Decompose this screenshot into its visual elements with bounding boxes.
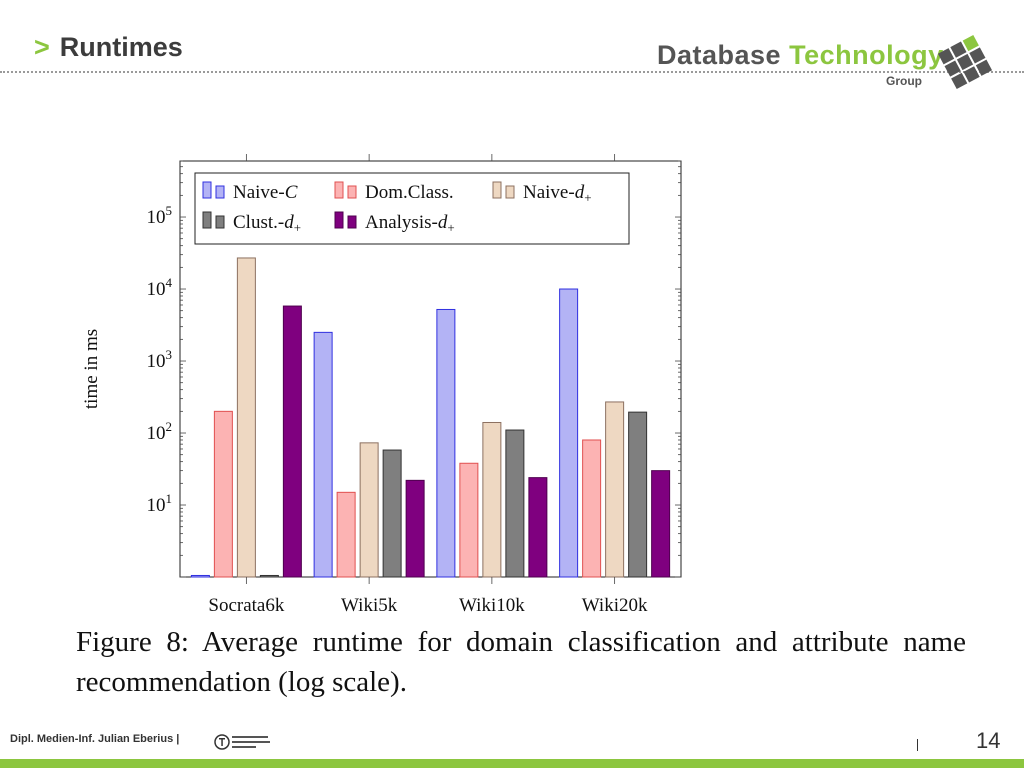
brand-database: Database (657, 40, 782, 70)
bar (436, 308, 456, 578)
bar (236, 257, 256, 578)
bar (336, 491, 356, 578)
plot-frame (179, 160, 682, 578)
x-tick-label: Wiki10k (459, 595, 525, 616)
legend-label: Naive-C (233, 182, 298, 203)
x-tick-label: Socrata6k (208, 595, 284, 616)
runtime-bar-chart: 101 102 103 104 105 time in ms Socrata6k Wiki5k… (81, 154, 682, 616)
bar (482, 421, 502, 578)
x-tick-label: Wiki5k (341, 595, 398, 616)
bar (628, 411, 648, 578)
bar (405, 479, 425, 578)
y-tick-label: 104 (147, 275, 173, 300)
tu-dresden-logo-icon (214, 734, 270, 750)
page-number: 14 (976, 728, 1001, 753)
bar (282, 305, 302, 578)
brand-group: Group (886, 74, 922, 88)
bar (213, 410, 233, 578)
y-axis-label: time in ms (81, 329, 102, 409)
legend-label: Clust.-d+ (233, 212, 301, 235)
footer-author: Dipl. Medien-Inf. Julian Eberius | (10, 733, 180, 745)
x-tick-label: Wiki20k (582, 595, 648, 616)
bar (505, 429, 525, 578)
chevron-icon: > (34, 32, 50, 62)
legend-label: Dom.Class. (365, 182, 454, 203)
header-divider (0, 71, 1024, 73)
legend-swatch (334, 211, 344, 229)
y-tick-label: 103 (147, 347, 173, 372)
legend-swatch (202, 181, 212, 199)
bar (190, 574, 210, 578)
bar (313, 331, 333, 578)
bar (459, 462, 479, 578)
bar (259, 574, 279, 578)
bar (605, 401, 625, 578)
y-tick-label: 101 (147, 491, 173, 516)
footer-accent-bar (0, 759, 1024, 768)
y-tick-label: 105 (147, 203, 173, 228)
bar (651, 470, 671, 578)
bar (359, 442, 379, 578)
brand-logo-text: Database Technology (657, 40, 944, 71)
footer-separator (917, 739, 918, 751)
slide-title-text: Runtimes (59, 32, 183, 62)
dbtg-logo-icon (937, 34, 993, 90)
slide-title: > Runtimes (34, 32, 183, 63)
legend-swatch (202, 211, 212, 229)
legend-swatch (334, 181, 344, 199)
bar (528, 477, 548, 578)
figure-caption: Figure 8: Average runtime for domain cla… (76, 626, 966, 698)
legend-label: Naive-d+ (523, 182, 592, 205)
y-tick-label: 102 (147, 419, 173, 444)
legend-swatch (505, 185, 515, 199)
legend-label: Analysis-d+ (365, 212, 455, 235)
legend-swatch (347, 215, 357, 229)
legend-swatch (492, 181, 502, 199)
legend-box (194, 172, 630, 245)
legend-swatch (215, 185, 225, 199)
bar (559, 288, 579, 578)
legend-swatch (215, 215, 225, 229)
brand-technology: Technology (789, 40, 944, 70)
bar (382, 449, 402, 578)
bar (582, 439, 602, 578)
legend-swatch (347, 185, 357, 199)
